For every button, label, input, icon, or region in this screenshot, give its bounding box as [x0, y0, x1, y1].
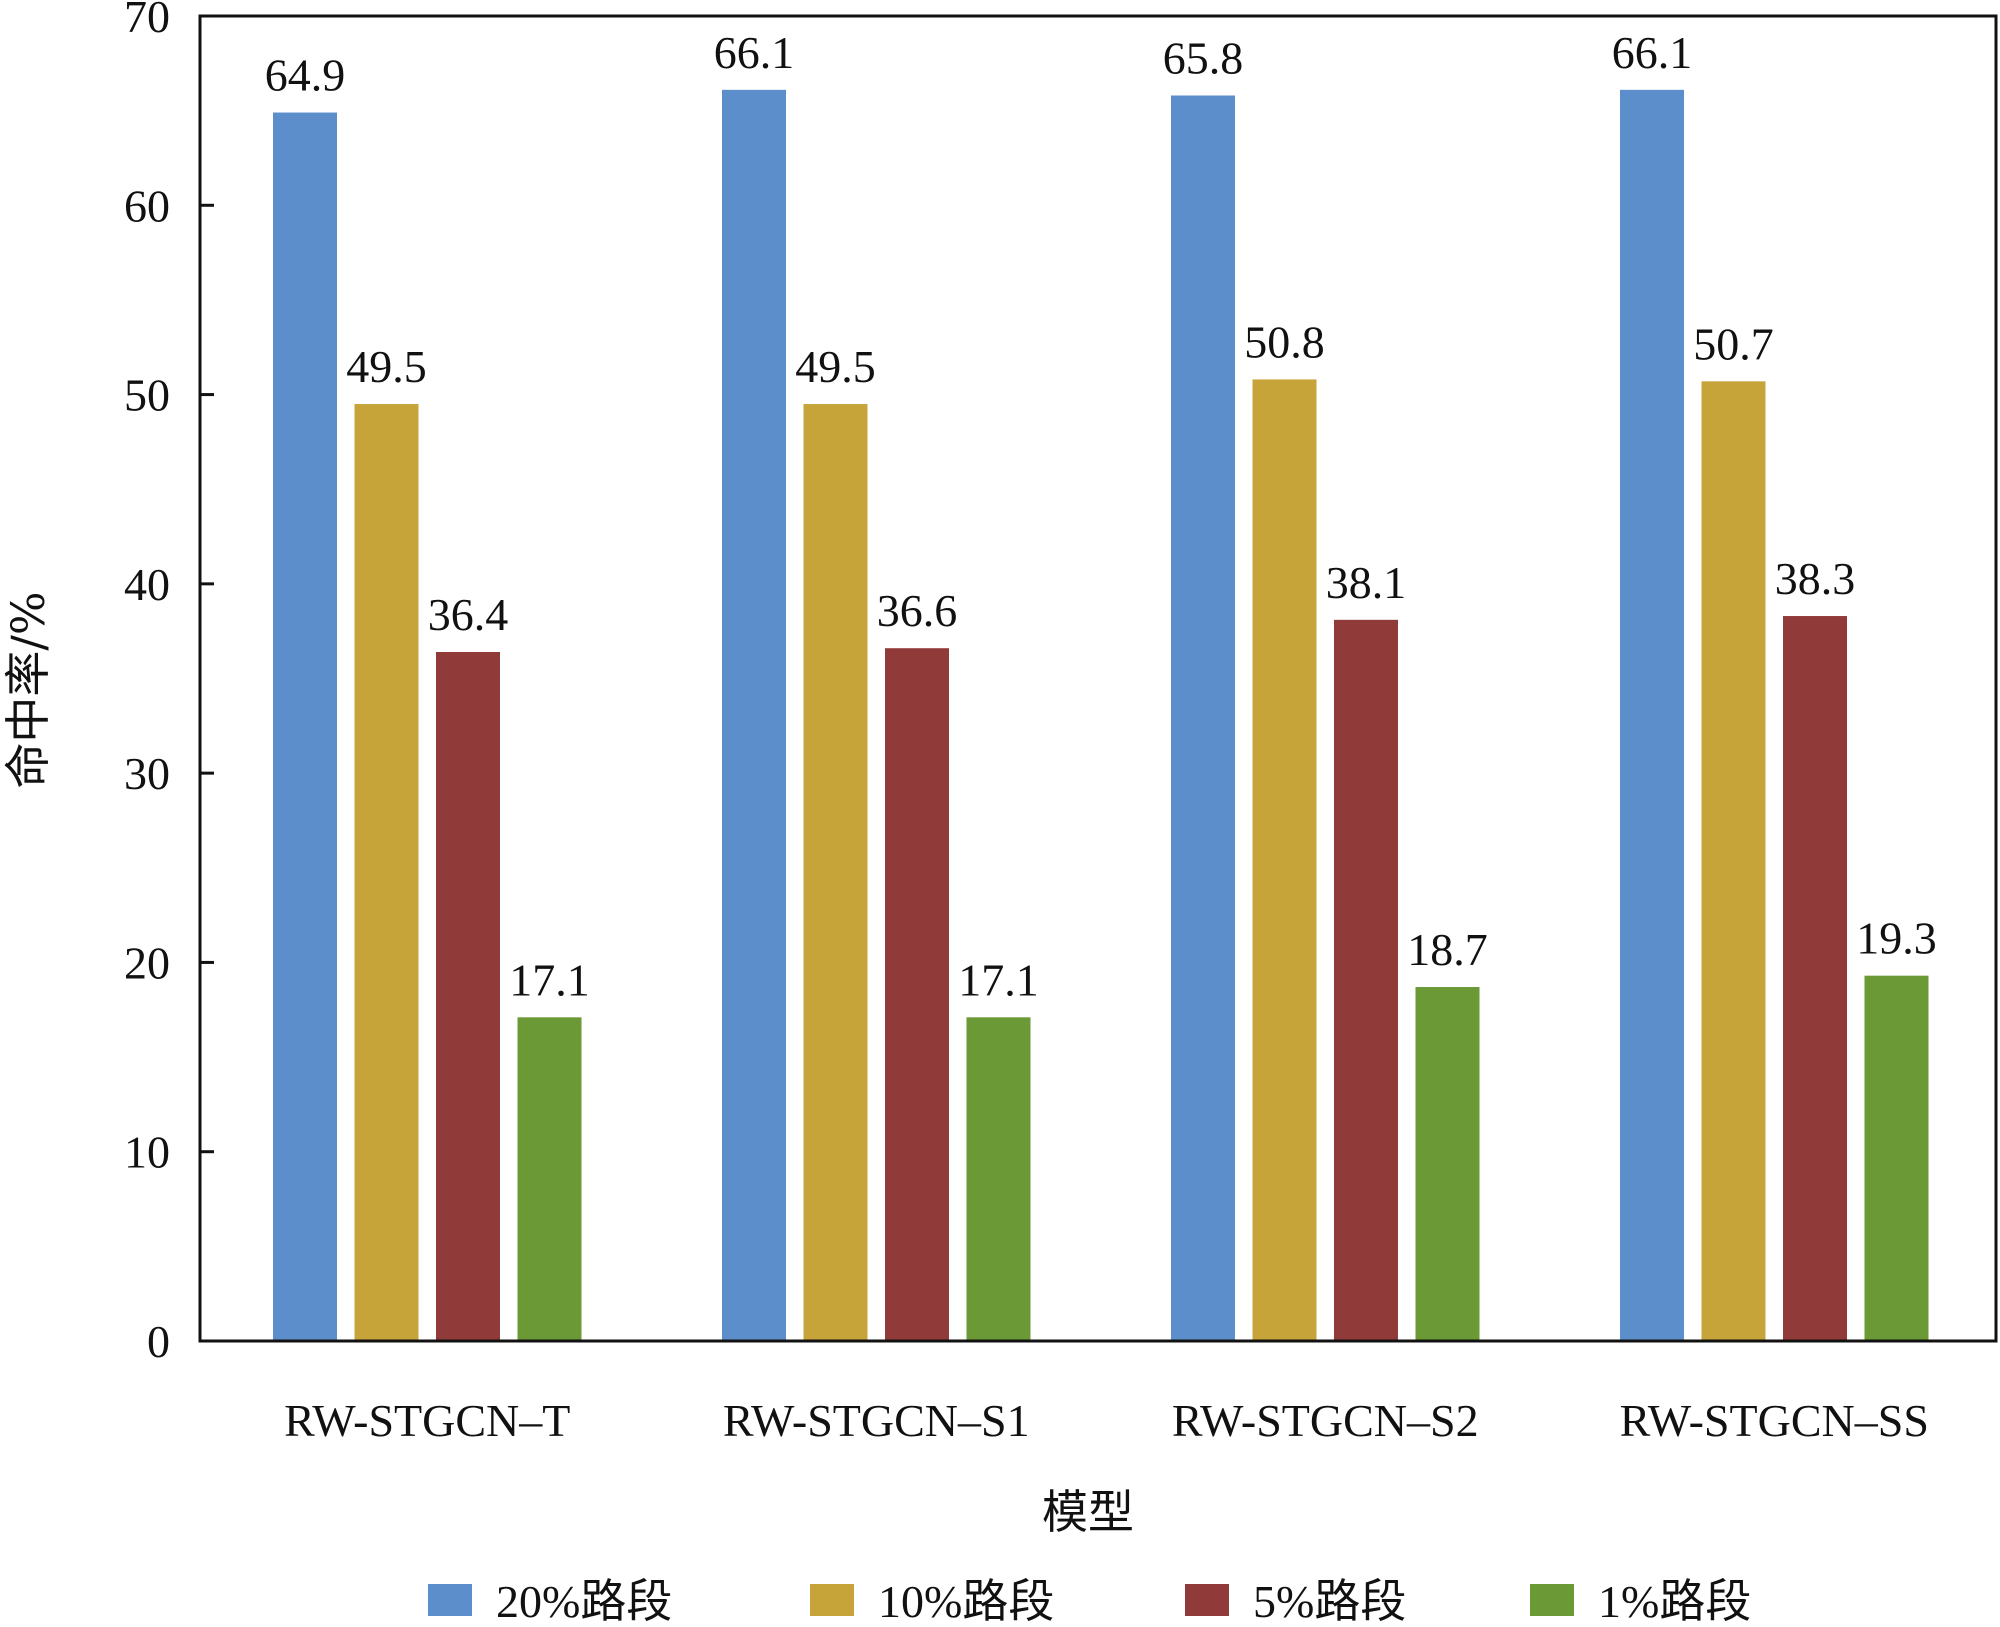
bar — [1783, 616, 1847, 1341]
x-tick-label: RW-STGCN–T — [284, 1395, 570, 1446]
legend-swatch — [1185, 1584, 1229, 1616]
y-tick-label: 20 — [124, 937, 170, 988]
x-tick-label: RW-STGCN–SS — [1620, 1395, 1929, 1446]
data-label: 50.8 — [1244, 316, 1325, 367]
y-axis: 0 10 20 30 40 50 60 70 — [124, 0, 214, 1367]
bar — [273, 112, 337, 1341]
legend-swatch — [810, 1584, 854, 1616]
data-label: 18.7 — [1407, 924, 1488, 975]
bar — [436, 652, 500, 1341]
legend-item: 10%路段 — [810, 1576, 1054, 1627]
y-tick-label: 70 — [124, 0, 170, 42]
y-tick-label: 0 — [147, 1316, 170, 1367]
data-label: 38.3 — [1775, 553, 1856, 604]
data-label: 65.8 — [1163, 33, 1244, 84]
legend-label: 1%路段 — [1598, 1576, 1751, 1627]
bar — [1864, 975, 1929, 1341]
data-label: 38.1 — [1326, 557, 1407, 608]
bar — [1252, 379, 1317, 1341]
plot-frame — [198, 14, 1998, 1343]
bar — [517, 1017, 582, 1341]
legend-swatch — [428, 1584, 472, 1616]
bar — [885, 648, 949, 1341]
legend-item: 20%路段 — [428, 1576, 672, 1627]
data-label: 49.5 — [795, 341, 876, 392]
x-tick-label: RW-STGCN–S1 — [723, 1395, 1030, 1446]
x-tick-label: RW-STGCN–S2 — [1172, 1395, 1479, 1446]
bars-layer — [273, 89, 1929, 1342]
data-label: 17.1 — [958, 954, 1039, 1005]
bar — [722, 89, 786, 1342]
bar — [354, 404, 419, 1341]
y-tick-label: 30 — [124, 748, 170, 799]
y-tick-label: 60 — [124, 180, 170, 231]
legend-label: 20%路段 — [496, 1576, 672, 1627]
bar — [1171, 95, 1235, 1341]
legend: 20%路段 10%路段 5%路段 1%路段 — [428, 1576, 1751, 1627]
legend-item: 1%路段 — [1530, 1576, 1751, 1627]
legend-label: 10%路段 — [878, 1576, 1054, 1627]
y-tick-label: 40 — [124, 559, 170, 610]
x-axis: RW-STGCN–T RW-STGCN–S1 RW-STGCN–S2 RW-STGCN… — [284, 1395, 1929, 1446]
x-axis-title: 模型 — [1042, 1485, 1134, 1539]
data-label: 66.1 — [714, 27, 795, 78]
data-label: 19.3 — [1856, 913, 1937, 964]
data-label: 17.1 — [509, 954, 590, 1005]
bar — [966, 1017, 1031, 1341]
bar — [803, 404, 868, 1341]
data-label: 64.9 — [265, 50, 346, 101]
bar — [1701, 381, 1766, 1342]
data-label: 36.6 — [877, 585, 958, 636]
legend-label: 5%路段 — [1253, 1576, 1406, 1627]
bar — [1620, 89, 1684, 1342]
legend-item: 5%路段 — [1185, 1576, 1406, 1627]
data-label: 50.7 — [1693, 318, 1774, 369]
y-axis-title: 命中率/% — [1, 591, 55, 788]
data-label: 49.5 — [346, 341, 427, 392]
bar — [1334, 619, 1398, 1341]
bar — [1415, 987, 1480, 1341]
y-tick-label: 50 — [124, 370, 170, 421]
y-tick-label: 10 — [124, 1127, 170, 1178]
legend-swatch — [1530, 1584, 1574, 1616]
value-labels-layer: 64.9 49.5 36.4 17.1 66.1 49.5 36.6 17.1 65.8 50.8… — [265, 27, 1937, 1005]
data-label: 36.4 — [428, 589, 509, 640]
data-label: 66.1 — [1612, 27, 1693, 78]
